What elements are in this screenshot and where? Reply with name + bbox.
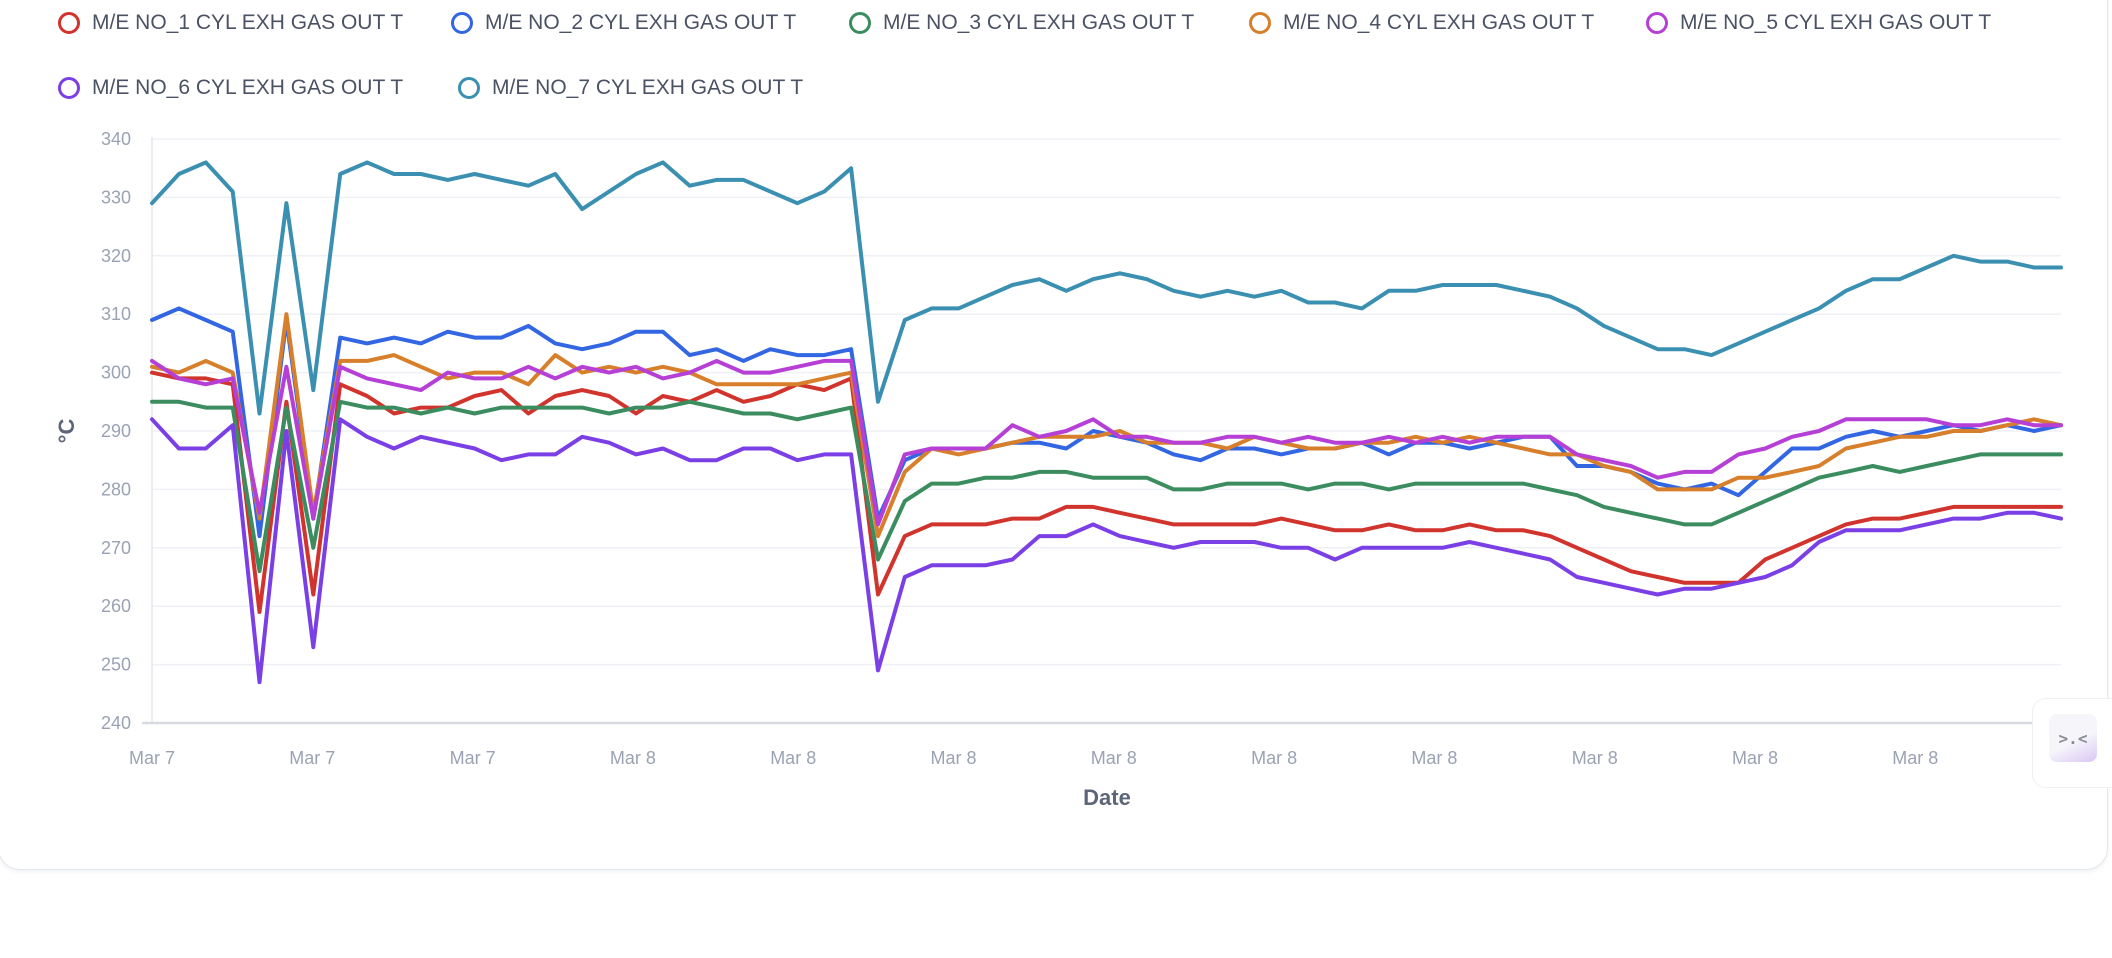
- x-tick-label: Mar 8: [1251, 748, 1297, 768]
- legend-item[interactable]: M/E NO_5 CYL EXH GAS OUT T: [1646, 8, 1991, 38]
- series-line: [150, 417, 2063, 685]
- legend-label: M/E NO_3 CYL EXH GAS OUT T: [883, 11, 1195, 34]
- y-tick-label: 290: [101, 421, 131, 441]
- legend-circle-icon: [1249, 12, 1271, 34]
- series-line: [150, 312, 2063, 539]
- y-tick-label: 270: [101, 538, 131, 558]
- legend-item[interactable]: M/E NO_3 CYL EXH GAS OUT T: [849, 8, 1194, 38]
- y-tick-label: 340: [101, 129, 131, 149]
- series-line: [150, 358, 2063, 527]
- legend-label: M/E NO_1 CYL EXH GAS OUT T: [92, 11, 404, 34]
- legend-circle-icon: [1646, 12, 1668, 34]
- x-tick-label: Mar 8: [770, 748, 816, 768]
- y-axis-title: °C: [54, 419, 79, 444]
- series-line: [150, 399, 2063, 574]
- x-tick-label: Mar 8: [930, 748, 976, 768]
- y-tick-label: 250: [101, 655, 131, 675]
- legend-label: M/E NO_5 CYL EXH GAS OUT T: [1680, 11, 1992, 34]
- series-line: [150, 370, 2063, 614]
- legend-circle-icon: [458, 77, 480, 99]
- x-tick-label: Mar 8: [1091, 748, 1137, 768]
- legend-label: M/E NO_7 CYL EXH GAS OUT T: [492, 76, 804, 99]
- legend-item[interactable]: M/E NO_1 CYL EXH GAS OUT T: [58, 8, 403, 38]
- legend-circle-icon: [849, 12, 871, 34]
- y-tick-label: 330: [101, 187, 131, 207]
- legend-circle-icon: [58, 12, 80, 34]
- x-tick-label: Mar 8: [1732, 748, 1778, 768]
- x-tick-label: Mar 8: [1572, 748, 1618, 768]
- legend-label: M/E NO_4 CYL EXH GAS OUT T: [1283, 11, 1595, 34]
- y-tick-label: 260: [101, 596, 131, 616]
- y-tick-label: 300: [101, 363, 131, 383]
- x-tick-label: Mar 7: [450, 748, 496, 768]
- legend-label: M/E NO_6 CYL EXH GAS OUT T: [92, 76, 404, 99]
- legend-item[interactable]: M/E NO_6 CYL EXH GAS OUT T: [58, 73, 403, 103]
- legend-circle-icon: [58, 77, 80, 99]
- y-tick-label: 280: [101, 479, 131, 499]
- series-line: [150, 160, 2063, 416]
- y-tick-label: 240: [101, 713, 131, 733]
- x-tick-label: Mar 8: [1411, 748, 1457, 768]
- series-line: [150, 306, 2063, 539]
- legend-circle-icon: [451, 12, 473, 34]
- x-axis-title: Date: [1083, 785, 1131, 810]
- face-icon: >.<: [2058, 728, 2088, 748]
- x-tick-label: Mar 7: [289, 748, 335, 768]
- x-tick-label: Mar 8: [610, 748, 656, 768]
- legend-item[interactable]: M/E NO_4 CYL EXH GAS OUT T: [1249, 8, 1594, 38]
- assistant-button[interactable]: >.<: [2049, 714, 2097, 762]
- legend-label: M/E NO_2 CYL EXH GAS OUT T: [485, 11, 797, 34]
- x-tick-label: Mar 8: [1892, 748, 1938, 768]
- y-tick-label: 310: [101, 304, 131, 324]
- legend-item[interactable]: M/E NO_2 CYL EXH GAS OUT T: [451, 8, 796, 38]
- y-tick-label: 320: [101, 246, 131, 266]
- x-tick-label: Mar 7: [129, 748, 175, 768]
- legend-item[interactable]: M/E NO_7 CYL EXH GAS OUT T: [458, 73, 803, 103]
